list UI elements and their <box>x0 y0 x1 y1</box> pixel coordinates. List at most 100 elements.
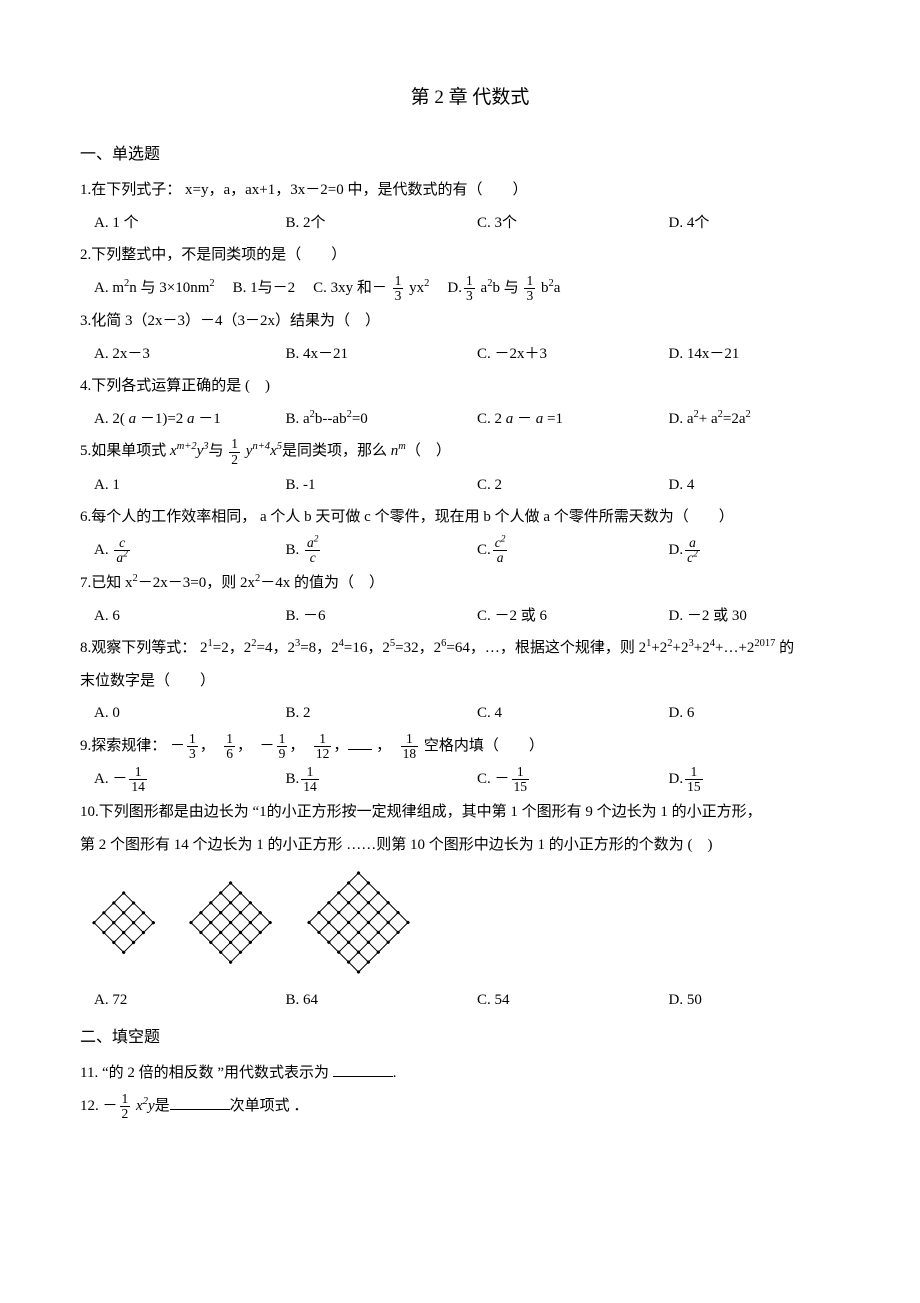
text: A. m <box>94 280 124 296</box>
text: 11. “的 2 倍的相反数 ”用代数式表示为 <box>80 1065 333 1081</box>
q1-opt-c: C. 3个 <box>477 209 669 238</box>
q3-opt-d: D. 14x－21 <box>669 340 861 369</box>
q6-opt-b: B. a2c <box>286 536 478 565</box>
frac-icon: a2c <box>305 536 320 565</box>
frac-icon: 13 <box>524 274 535 303</box>
q11: 11. “的 2 倍的相反数 ”用代数式表示为 . <box>80 1059 860 1088</box>
q10-opt-b: B. 64 <box>286 986 478 1015</box>
text: D. a <box>669 411 694 427</box>
page-title: 第 2 章 代数式 <box>80 80 860 116</box>
text: 次单项式 ． <box>230 1098 309 1114</box>
text: －1)=2 <box>136 411 187 427</box>
diamond-grid-icon <box>305 869 412 976</box>
q5-options: A. 1 B. -1 C. 2 D. 4 <box>94 471 860 500</box>
text: b--ab <box>315 411 347 427</box>
q7-opt-a: A. 6 <box>94 602 286 631</box>
q8-opt-c: C. 4 <box>477 699 669 728</box>
frac-icon: 114 <box>129 765 147 794</box>
q10-options: A. 72 B. 64 C. 54 D. 50 <box>94 986 860 1015</box>
frac-icon: 118 <box>401 732 419 761</box>
frac-icon: 12 <box>229 437 240 466</box>
q4-opt-d: D. a2+ a2=2a2 <box>669 405 861 434</box>
q10-line1: 10.下列图形都是由边长为 “1的小正方形按一定规律组成，其中第 1 个图形有 … <box>80 798 860 827</box>
q8-opt-b: B. 2 <box>286 699 478 728</box>
text: 12. <box>80 1098 103 1114</box>
q1-stem: 1.在下列式子： x=y，a，ax+1，3x－2=0 中，是代数式的有（ ） <box>80 176 860 205</box>
expr: nm <box>391 443 406 459</box>
q4-opt-b: B. a2b--ab2=0 <box>286 405 478 434</box>
frac-icon: 19 <box>277 732 288 761</box>
frac-icon: 13 <box>187 732 198 761</box>
q10-opt-d: D. 50 <box>669 986 861 1015</box>
q10-diagrams <box>90 869 860 976</box>
expr: xm+2y3 <box>170 443 209 459</box>
text: A. 2( <box>94 411 129 427</box>
expr: x2y <box>132 1098 154 1114</box>
q6-opt-a: A. ca2 <box>94 536 286 565</box>
text: 5.如果单项式 <box>80 443 170 459</box>
q7-options: A. 6 B. －6 C. －2 或 6 D. －2 或 30 <box>94 602 860 631</box>
var-a: a <box>187 411 195 427</box>
q8-opt-a: A. 0 <box>94 699 286 728</box>
text: 是 <box>155 1098 170 1114</box>
frac-icon: 13 <box>464 274 475 303</box>
section-1-heading: 一、单选题 <box>80 140 860 170</box>
q8-opt-d: D. 6 <box>669 699 861 728</box>
text: + a <box>699 411 718 427</box>
text: b <box>537 280 548 296</box>
q2-opt-a: A. m2n 与 3×10nm2 <box>94 274 215 303</box>
text: =1 <box>543 411 563 427</box>
text: 与 <box>209 443 228 459</box>
expr: yn+4x5 <box>242 443 282 459</box>
q8-stem-line2: 末位数字是（ ） <box>80 667 860 696</box>
text: a <box>477 280 487 296</box>
text: b 与 <box>492 280 522 296</box>
text: =0 <box>352 411 368 427</box>
q6-opt-c: C.c2a <box>477 536 669 565</box>
q4-opt-c: C. 2 a － a =1 <box>477 405 669 434</box>
text: n 与 3×10nm <box>129 280 209 296</box>
q2-opt-b: B. 1与－2 <box>233 274 296 303</box>
text: －4x 的值为（ ） <box>260 575 384 591</box>
blank <box>170 1095 230 1110</box>
frac-icon: 12 <box>120 1092 131 1121</box>
text: a <box>554 280 561 296</box>
q10-line2: 第 2 个图形有 14 个边长为 1 的小正方形 ……则第 10 个图形中边长为… <box>80 831 860 860</box>
q8-options: A. 0 B. 2 C. 4 D. 6 <box>94 699 860 728</box>
sup: 2 <box>424 278 429 289</box>
text: =2a <box>723 411 746 427</box>
text: B. a <box>286 411 310 427</box>
q9-stem: 9.探索规律： －13， 16， －19， 112， ， 118 空格内填（ ） <box>80 732 860 761</box>
q10-opt-c: C. 54 <box>477 986 669 1015</box>
q10-opt-a: A. 72 <box>94 986 286 1015</box>
text: － <box>513 411 536 427</box>
text: （ ） <box>406 443 451 459</box>
q5-stem: 5.如果单项式 xm+2y3与 12 yn+4x5是同类项，那么 nm（ ） <box>80 437 860 466</box>
q7-opt-b: B. －6 <box>286 602 478 631</box>
q3-opt-b: B. 4x－21 <box>286 340 478 369</box>
q6-stem: 6.每个人的工作效率相同， a 个人 b 天可做 c 个零件，现在用 b 个人做… <box>80 503 860 532</box>
q12: 12. －12 x2y是次单项式 ． <box>80 1092 860 1121</box>
q1-options: A. 1 个 B. 2个 C. 3个 D. 4个 <box>94 209 860 238</box>
q8-stem: 8.观察下列等式： 21=2，22=4，23=8，24=16，25=32，26=… <box>80 634 860 663</box>
text: C. 2 <box>477 411 506 427</box>
q3-opt-a: A. 2x－3 <box>94 340 286 369</box>
q5-opt-a: A. 1 <box>94 471 286 500</box>
text: . <box>393 1065 397 1081</box>
text: －1 <box>195 411 221 427</box>
q7-opt-d: D. －2 或 30 <box>669 602 861 631</box>
q6-options: A. ca2 B. a2c C.c2a D.ac2 <box>94 536 860 565</box>
section-2-heading: 二、填空题 <box>80 1023 860 1053</box>
frac-icon: ca2 <box>114 536 129 565</box>
blank <box>348 735 372 750</box>
q3-options: A. 2x－3 B. 4x－21 C. －2x＋3 D. 14x－21 <box>94 340 860 369</box>
q3-stem: 3.化简 3（2x－3）－4（3－2x）结果为（ ） <box>80 307 860 336</box>
q2-opt-d: D.13 a2b 与 13 b2a <box>447 274 560 303</box>
text: D. <box>447 280 462 296</box>
text: C. 3xy 和－ <box>313 280 391 296</box>
q9-opt-d: D.115 <box>669 765 861 794</box>
q9-opt-b: B.114 <box>286 765 478 794</box>
q2-stem: 2.下列整式中，不是同类项的是（ ） <box>80 241 860 270</box>
q4-opt-a: A. 2( a －1)=2 a －1 <box>94 405 286 434</box>
text: 7.已知 x <box>80 575 133 591</box>
